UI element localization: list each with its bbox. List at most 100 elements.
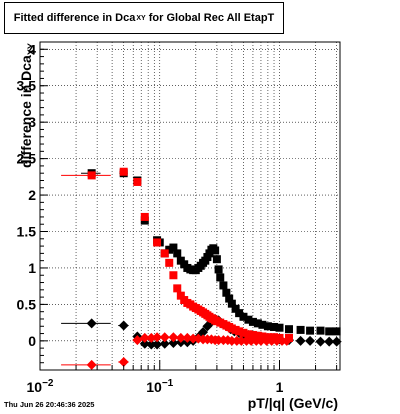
data-point-square [248,317,257,326]
data-point-square [165,245,174,254]
y-axis-label-main: difference in Dca [18,55,34,168]
grid-lines [39,42,340,370]
y-tick-label: 1.5 [17,224,37,240]
y-tick-label: 2.5 [17,151,37,167]
data-point-diamond [182,332,193,343]
y-tick-label: 0.5 [17,296,37,312]
data-point-diamond [118,356,129,367]
data-point-diamond [159,332,170,343]
data-point-square [169,271,178,280]
data-point-square [216,273,225,282]
x-tick-label: 1 [276,379,284,395]
data-point-diamond [305,335,316,346]
plot-frame [39,41,341,371]
y-tick-label: 0 [28,333,36,349]
data-point-square [225,294,234,303]
data-point-diamond [255,335,266,346]
data-point-square [253,331,262,340]
tick-labels: 0 0.5 1 1.5 2 2.5 3 3.5 4 10−2 10−1 1 [17,41,284,395]
chart-title-suffix: for Global Rec All EtapT [145,12,275,24]
data-point-square [296,325,305,334]
data-point-diamond [236,335,247,346]
data-point-square [248,331,257,340]
data-point-square [270,322,279,331]
data-point-diamond [246,335,257,346]
chart-title-main: Fitted difference in Dca [13,12,136,24]
data-point-square [165,258,174,267]
data-point-diamond [331,336,342,347]
data-point-diamond [139,332,150,343]
data-point-diamond [86,318,97,329]
data-point-diamond [152,339,163,350]
data-point-diamond [271,335,282,346]
data-point-diamond [168,338,179,349]
data-point-square [332,327,341,336]
data-point-square [160,249,169,258]
data-point-diamond [132,335,143,346]
x-tick-label: 10−1 [146,378,173,395]
x-tick-label-exponent: −2 [42,378,54,389]
data-point-diamond [295,335,306,346]
data-point-square [169,243,178,252]
data-point-diamond [86,359,97,370]
data-point-square [239,328,248,337]
x-axis-label: pT/|q| (GeV/c) [247,395,338,411]
data-point-square [284,325,293,334]
data-point-square [258,320,267,329]
data-point-square [244,330,253,339]
data-point-square [275,333,284,342]
data-point-square [140,212,149,221]
y-tick-label: 2 [28,187,36,203]
data-point-diamond [315,336,326,347]
data-point-square [133,177,142,186]
y-axis-label: difference in DcaXY [2,43,36,168]
data-point-square [263,322,272,331]
data-point-square [176,291,185,300]
data-point-diamond [146,332,157,343]
data-point-square [211,246,220,255]
data-point-square [173,249,182,258]
chart-title-subscript: XY [136,14,146,22]
data-point-square [316,326,325,335]
data-point-diamond [175,332,186,343]
y-tick-label: 1 [28,260,36,276]
data-point-square [212,255,221,264]
data-point-diamond [139,338,150,349]
data-point-diamond [152,332,163,343]
data-point-diamond [266,335,277,346]
data-point-square [325,327,334,336]
x-tick-label-exponent: −1 [162,378,174,389]
chart-title: Fitted difference in Dca XY for Global Re… [4,2,284,34]
data-point-square [231,304,240,313]
data-point-square [227,299,236,308]
data-point-square [270,333,279,342]
data-point-square [235,309,244,318]
data-point-square [275,323,284,332]
data-point-diamond [324,336,335,347]
data-point-square [119,167,128,176]
data-point-square [306,326,315,335]
data-point-square [173,284,182,293]
data-point-diamond [146,339,157,350]
data-point-diamond [159,338,170,349]
data-point-square [87,171,96,180]
y-tick-label: 3 [28,114,36,130]
y-tick-label: 3.5 [17,78,37,94]
data-point-diamond [281,335,292,346]
data-point-square [244,315,253,324]
data-point-square [258,332,267,341]
data-point-diamond [261,335,272,346]
data-point-square [253,319,262,328]
data-point-square [235,327,244,336]
timestamp: Thu Jun 26 20:46:36 2025 [4,400,95,409]
y-axis-label-subscript: XY [26,43,36,56]
data-point-square [214,265,223,274]
data-point-square [219,281,228,290]
y-tick-label: 4 [28,41,36,57]
data-point-square [284,333,293,342]
x-tick-label: 10−2 [27,378,54,395]
data-point-diamond [188,333,199,344]
axis-ticks [39,48,338,371]
data-markers [61,167,342,370]
